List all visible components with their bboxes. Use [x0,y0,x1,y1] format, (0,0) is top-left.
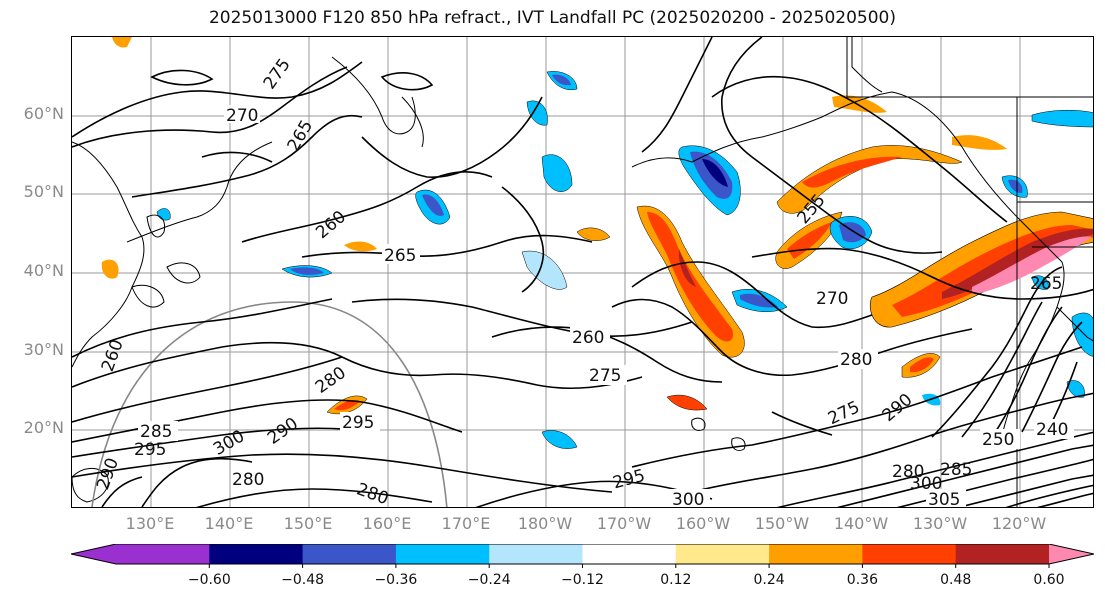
lon-label: 160°E [362,514,412,533]
lon-label: 150°E [283,514,333,533]
contour-label: 240 [1036,420,1068,440]
lon-label: 130°W [912,514,968,533]
contour-label: 280 [892,462,924,482]
colorbar-tick-label: 0.24 [753,572,785,588]
lon-label: 160°W [675,514,731,533]
contour-label: 300 [210,426,248,460]
lon-label: 140°E [204,514,254,533]
lon-label: 180°W [517,514,573,533]
contour-label: 280 [840,350,872,370]
pc-shading [101,37,1093,449]
colorbar-bin [582,544,677,564]
contour-lines [72,37,1093,507]
contour-label: 280 [312,363,350,398]
colorbar [71,544,1094,568]
coastlines [72,37,1093,507]
colorbar-tick-label: −0.60 [187,572,231,588]
colorbar-tick-label: −0.24 [467,572,511,588]
lon-label: 120°W [991,514,1047,533]
contour-label: 260 [572,328,604,348]
colorbar-bin [489,544,583,564]
lon-label: 150°W [754,514,810,533]
map-canvas: 270 275 265 260 265 260 275 280 295 285 … [72,37,1093,508]
contour-label: 280 [354,479,391,508]
colorbar-tick-label: 0.36 [846,572,878,588]
map-title: 2025013000 F120 850 hPa refract., IVT La… [208,8,896,28]
lon-label: 130°E [125,514,175,533]
colorbar-tick-label: −0.12 [561,572,604,588]
lat-label-60n: 60°N [23,104,64,123]
contour-label: 270 [226,106,258,126]
contour-label: 260 [98,337,128,374]
contour-label: 275 [589,366,621,386]
colorbar-tick-label: −0.36 [374,572,418,588]
lon-label: 140°W [833,514,889,533]
contour-label: 300 [910,474,942,494]
contour-label: 290 [264,414,302,449]
colorbar-tick-label: 0.48 [940,572,972,588]
colorbar-bin [862,544,957,564]
contour-label: 260 [312,207,350,243]
lon-label: 170°E [441,514,491,533]
colorbar-extend-high [1049,544,1094,564]
colorbar-tick-label: 0.60 [1033,572,1065,588]
map-panel: 270 275 265 260 265 260 275 280 295 285 … [71,36,1094,508]
colorbar-bin [955,544,1050,564]
contour-label: 250 [982,430,1014,450]
lat-label-30n: 30°N [23,340,64,359]
colorbar-bin [769,544,863,564]
contour-label: 265 [384,246,416,266]
contour-label: 285 [940,460,972,480]
colorbar-tick-label: −0.48 [281,572,325,588]
contour-label: 290 [879,390,917,426]
lat-label-20n: 20°N [23,418,64,437]
lat-label-40n: 40°N [23,261,64,280]
lon-label: 170°W [596,514,652,533]
colorbar-bin [675,544,770,564]
contour-label: 295 [134,440,166,460]
contour-label: 285 [140,422,172,442]
contour-label: 280 [232,470,264,490]
lat-label-50n: 50°N [23,182,64,201]
contour-label: 265 [1030,274,1062,294]
contour-label: 295 [611,466,648,494]
contour-label: 305 [928,490,960,508]
contour-label: 300 [672,490,704,508]
colorbar-bin [302,544,397,564]
colorbar-bin [116,544,210,564]
contour-label: 270 [816,289,848,309]
colorbar-extend-low [71,544,116,564]
colorbar-tick-label: 0.12 [660,572,692,588]
range-ring [91,301,448,507]
colorbar-bin [209,544,304,564]
contour-label: 295 [342,413,374,433]
colorbar-bin [395,544,490,564]
